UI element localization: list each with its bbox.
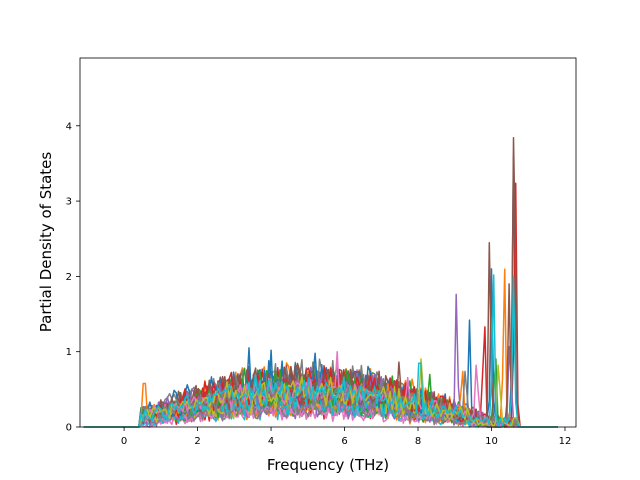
- pdos-series-10: [83, 274, 558, 428]
- x-tick-label: 8: [415, 436, 421, 447]
- y-tick-label: 4: [66, 121, 72, 132]
- x-axis-label: Frequency (THz): [267, 456, 389, 474]
- x-tick-label: 4: [268, 436, 274, 447]
- x-axis-ticks: 0 2 4 6 8 10 12: [121, 427, 571, 447]
- series-layer: [83, 136, 558, 428]
- x-tick-label: 12: [559, 436, 572, 447]
- x-tick-label: 6: [341, 436, 347, 447]
- pdos-series-8: [83, 370, 558, 428]
- x-tick-label: 0: [121, 436, 127, 447]
- y-axis-label: Partial Density of States: [37, 152, 55, 333]
- pdos-series-9: [83, 358, 558, 428]
- y-tick-label: 3: [66, 197, 72, 208]
- plot-frame: [79, 57, 577, 428]
- x-tick-label: 10: [485, 436, 498, 447]
- y-tick-label: 1: [66, 347, 72, 358]
- y-axis-ticks: 0 1 2 3 4: [66, 121, 80, 434]
- y-tick-label: 2: [66, 272, 72, 283]
- x-tick-label: 2: [194, 436, 200, 447]
- y-tick-label: 0: [66, 423, 72, 434]
